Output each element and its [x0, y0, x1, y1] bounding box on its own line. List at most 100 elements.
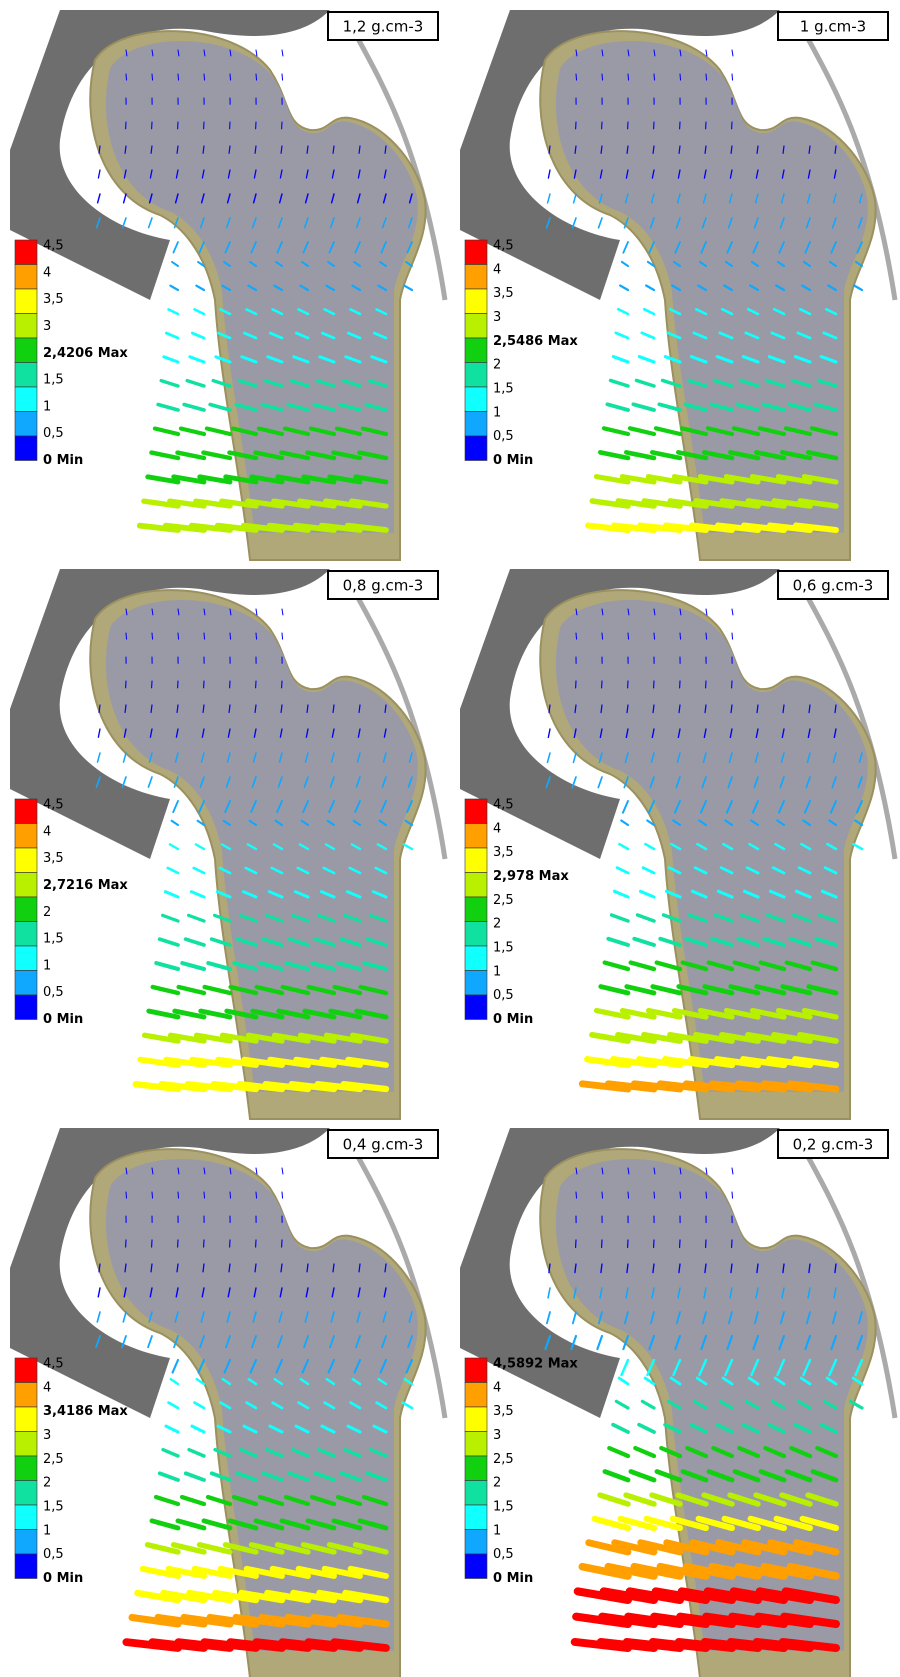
vector-arrow — [204, 1521, 230, 1528]
vector-arrow — [173, 1360, 178, 1373]
vector-arrow — [98, 753, 100, 762]
legend-label: 1,5 — [43, 932, 64, 947]
vector-arrow — [602, 74, 603, 80]
legend-cell — [15, 1383, 37, 1408]
legend-cell — [15, 1456, 37, 1481]
vector-arrow — [230, 1192, 231, 1198]
legend-cell — [15, 1432, 37, 1457]
vector-arrow — [617, 868, 628, 873]
vector-arrow — [602, 633, 603, 639]
legend-label: 0,5 — [493, 429, 514, 444]
density-label: 1,2 g.cm-3 — [343, 18, 424, 36]
legend-label: 1 — [493, 405, 501, 420]
vector-arrow — [732, 609, 733, 615]
legend-cell — [465, 897, 487, 922]
vector-arrow — [98, 170, 100, 178]
vector-arrow — [282, 609, 283, 615]
legend-label: 2,7216 Max — [43, 878, 128, 893]
legend-cell — [15, 240, 37, 265]
legend-cell — [15, 412, 37, 437]
vector-arrow — [194, 868, 204, 873]
vector-arrow — [616, 1401, 628, 1408]
vector-arrow — [207, 429, 230, 434]
vector-arrow — [706, 609, 707, 615]
vector-arrow — [178, 1192, 179, 1198]
vector-arrow — [626, 452, 654, 458]
vector-arrow — [654, 1192, 655, 1198]
vector-arrow — [680, 633, 681, 639]
vector-arrow — [160, 1473, 178, 1480]
vector-arrow — [256, 50, 257, 56]
vector-arrow — [613, 357, 628, 362]
vector-arrow — [623, 242, 628, 253]
vector-arrow — [645, 844, 654, 849]
legend-cell — [15, 1554, 37, 1579]
vector-arrow — [194, 309, 204, 314]
vector-arrow — [706, 1192, 707, 1198]
legend-cell — [465, 240, 487, 265]
vector-arrow — [256, 609, 257, 615]
vector-arrow — [602, 1192, 603, 1198]
legend-label: 4 — [43, 265, 51, 280]
vector-arrow — [635, 1448, 654, 1456]
vector-arrow — [203, 453, 230, 458]
legend-cell — [15, 1407, 37, 1432]
vector-arrow — [152, 74, 153, 80]
legend-cell — [465, 1383, 487, 1408]
vector-arrow — [732, 1168, 733, 1174]
vector-arrow — [642, 333, 654, 338]
legend-label: 4,5 — [43, 1357, 64, 1372]
vector-arrow — [148, 777, 152, 787]
legend-cell — [465, 387, 487, 412]
vector-arrow — [404, 844, 412, 849]
vector-arrow — [621, 1360, 628, 1375]
legend-cell — [465, 436, 487, 461]
vector-arrow — [165, 892, 178, 897]
vector-arrow — [680, 1192, 681, 1198]
legend-label: 4,5892 Max — [493, 1357, 578, 1372]
legend-label: 1,5 — [43, 373, 64, 388]
legend-cell — [465, 412, 487, 437]
vector-arrow — [631, 1472, 654, 1480]
vector-arrow — [643, 868, 654, 873]
legend-label: 3 — [43, 319, 51, 334]
vector-arrow — [124, 194, 126, 203]
vector-arrow — [191, 892, 204, 897]
vector-arrow — [654, 633, 655, 639]
legend-label: 2,4206 Max — [43, 346, 128, 361]
legend-cell — [15, 1505, 37, 1530]
vector-arrow — [156, 963, 178, 969]
legend-cell — [15, 436, 37, 461]
vector-arrow — [706, 74, 707, 80]
legend-label: 2 — [493, 917, 501, 932]
legend-label: 3,5 — [43, 851, 64, 866]
vector-arrow — [189, 915, 204, 921]
legend-label: 3,5 — [493, 845, 514, 860]
legend-label: 2 — [43, 905, 51, 920]
panel: 0,4 g.cm-34,543,4186 Max32,521,510,50 Mi… — [10, 1128, 445, 1677]
vector-arrow — [152, 1192, 153, 1198]
legend-label: 0 Min — [43, 1571, 83, 1586]
vector-arrow — [641, 891, 654, 897]
vector-arrow — [152, 633, 153, 639]
vector-arrow — [256, 74, 257, 80]
legend-label: 4 — [493, 262, 501, 277]
legend-label: 0,5 — [43, 1547, 64, 1562]
vector-arrow — [605, 963, 628, 969]
vector-arrow — [638, 915, 654, 921]
vector-arrow — [160, 939, 178, 945]
vector-arrow — [170, 844, 178, 849]
vector-arrow — [574, 194, 576, 203]
vector-arrow — [230, 633, 231, 639]
legend-label: 1,5 — [493, 941, 514, 956]
legend-cell — [465, 314, 487, 339]
vector-arrow — [630, 428, 654, 434]
vector-arrow — [172, 821, 178, 825]
vector-arrow — [597, 1336, 602, 1349]
vector-arrow — [646, 286, 654, 290]
legend-cell — [465, 265, 487, 290]
vector-arrow — [607, 404, 628, 410]
vector-arrow — [573, 753, 576, 762]
vector-arrow — [623, 801, 628, 813]
vector-arrow — [178, 1521, 204, 1528]
